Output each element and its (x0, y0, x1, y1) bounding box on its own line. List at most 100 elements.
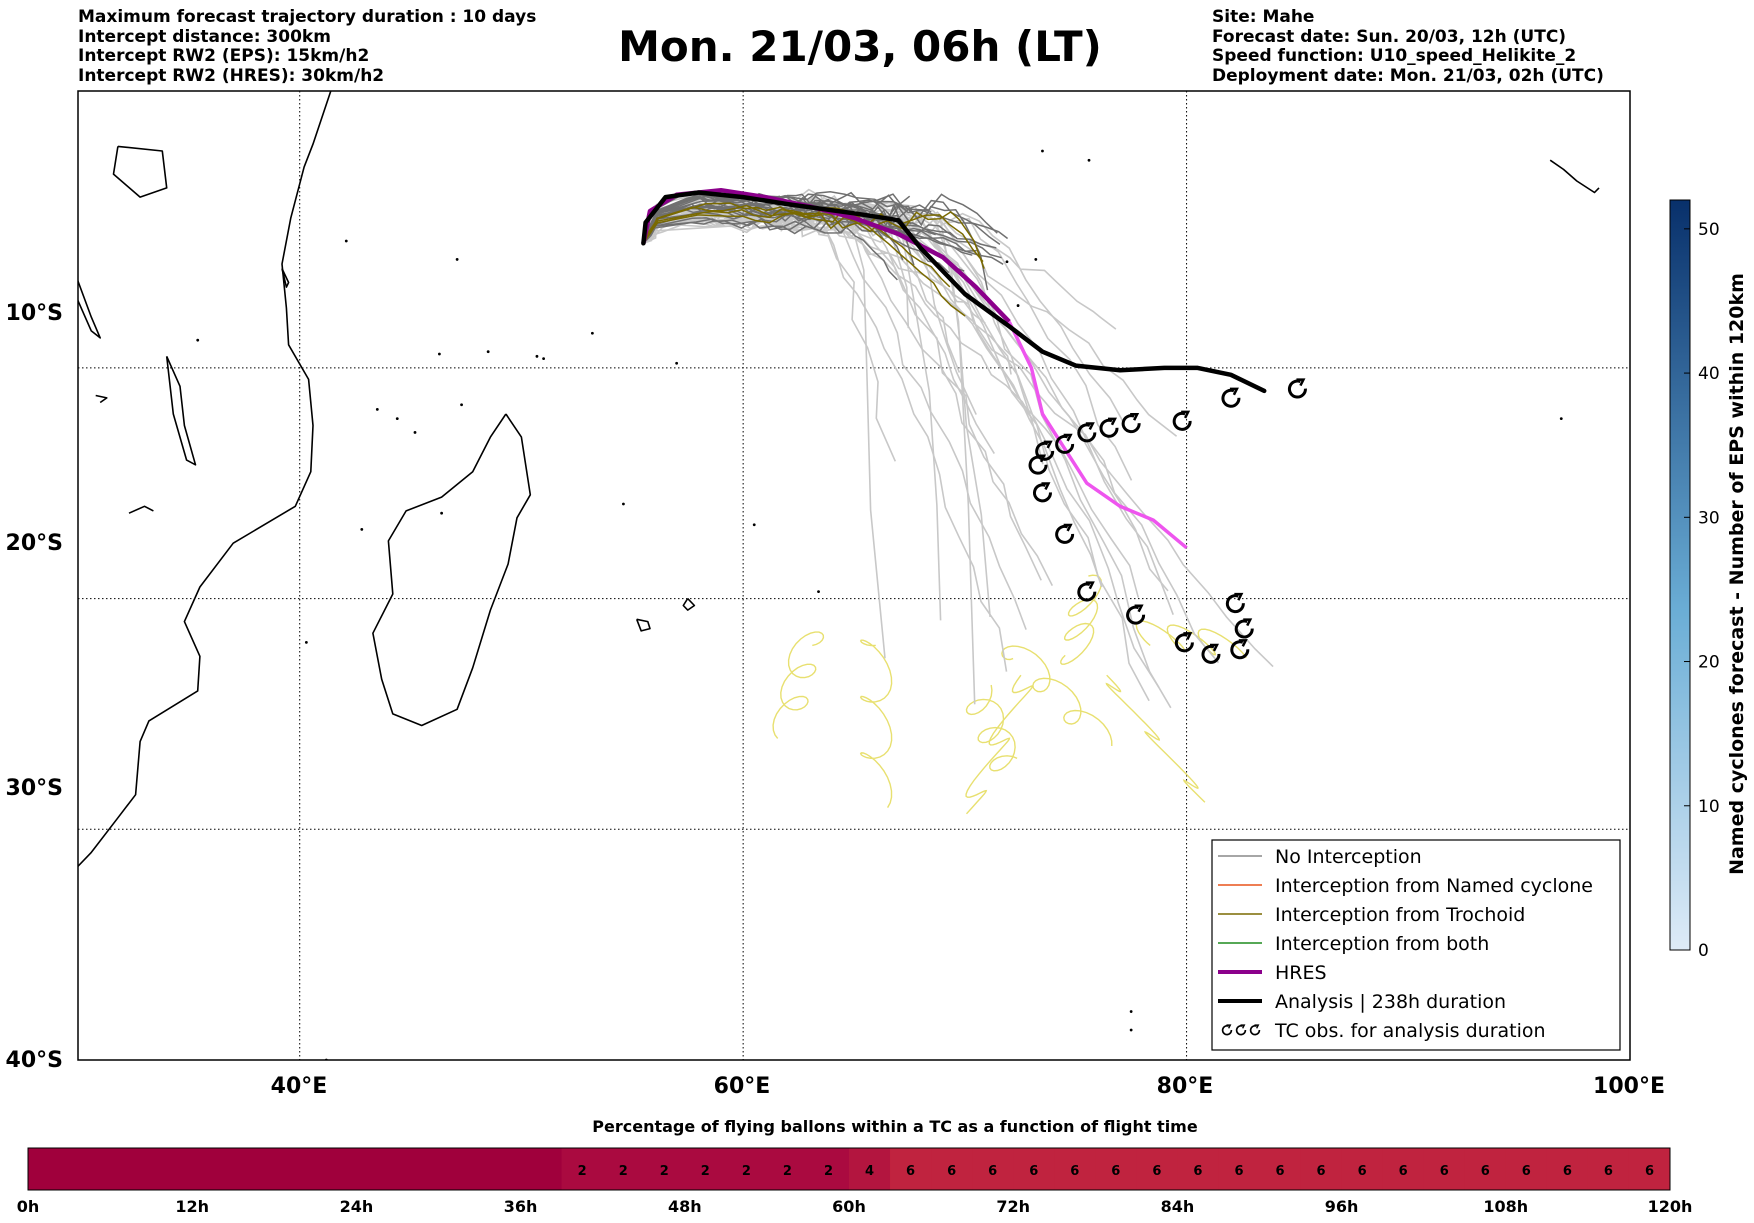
percentage-value: 6 (1604, 1164, 1613, 1179)
trochoid-trajectory (642, 204, 966, 317)
island-marker (535, 354, 539, 358)
lon-label: 80°E (1157, 1074, 1214, 1099)
percentage-value: 6 (947, 1164, 956, 1179)
cyclone-icon (1249, 1024, 1261, 1036)
island-marker (437, 352, 441, 356)
cyclone-icon (1028, 454, 1048, 475)
cyclone-arc (1221, 1025, 1233, 1036)
island-marker (304, 641, 308, 644)
percentage-value: 6 (1070, 1164, 1079, 1179)
colorbar-gradient (1669, 199, 1691, 951)
lake-outline (95, 394, 108, 404)
speed-function-text: Speed function: U10_speed_Helikite_2 (1212, 46, 1577, 66)
mauritius-coastline (682, 598, 696, 611)
percentage-segment (890, 1148, 932, 1190)
legend-label: Interception from Named cyclone (1275, 875, 1593, 897)
cyclone-icon (1121, 412, 1141, 434)
percentage-value: 6 (1111, 1164, 1120, 1179)
time-tick-label: 48h (668, 1197, 702, 1216)
ensemble-trajectories (642, 188, 1274, 709)
colorbar-tick-label: 40 (1698, 364, 1720, 384)
intercept-eps-text: Intercept RW2 (EPS): 15km/h2 (78, 46, 370, 66)
percentage-segment (1505, 1148, 1548, 1190)
cyclone-arc (1174, 633, 1194, 653)
cyclone-hook (1209, 643, 1219, 652)
island-marker (360, 527, 364, 531)
cyclone-icon (1234, 618, 1254, 639)
island-marker (486, 350, 490, 354)
legend-label: HRES (1275, 962, 1327, 984)
lat-label: 40°S (6, 1048, 63, 1073)
reunion-coastline (635, 618, 651, 632)
lat-label: 10°S (6, 301, 63, 326)
island-marker (375, 407, 379, 411)
island-marker (395, 417, 399, 421)
percentage-value: 6 (1522, 1164, 1531, 1179)
percentage-segment (1013, 1148, 1055, 1190)
cyclone-icon (1077, 581, 1097, 602)
longitude-labels: 40°E 60°E 80°E 100°E (271, 1074, 1665, 1099)
cyclone-hook (1063, 433, 1073, 442)
percentage-segment (1382, 1148, 1425, 1190)
percentage-segment (1587, 1148, 1630, 1190)
percentage-value: 6 (1358, 1164, 1367, 1179)
max-duration-text: Maximum forecast trajectory duration : 1… (78, 7, 537, 27)
cyclone-hook (1226, 1024, 1232, 1029)
percentage-segment (684, 1148, 727, 1190)
percentage-segment (972, 1148, 1014, 1190)
cyclone-icon (1172, 410, 1192, 431)
trochoid-trajectory (642, 209, 985, 269)
cyclone-arc (1126, 605, 1146, 625)
latitude-labels: 10°S 20°S 30°S 40°S (6, 301, 63, 1073)
island-marker (196, 338, 200, 342)
cyclone-hook (1130, 412, 1140, 421)
cyclone-icon (1221, 1024, 1233, 1036)
percentage-value: 6 (1029, 1164, 1038, 1179)
island-marker (440, 511, 444, 515)
percentage-value: 6 (1193, 1164, 1202, 1179)
cyclone-hook (1085, 422, 1095, 431)
yellow-looping-track (1135, 620, 1247, 659)
percentage-bar-frame (27, 1147, 1671, 1191)
sumatra-coastline (1549, 159, 1600, 194)
colorbar-tick-label: 30 (1698, 508, 1720, 528)
yellow-looping-track (772, 631, 825, 739)
island-marker (1034, 258, 1038, 261)
analysis-line (641, 190, 1267, 394)
cyclone-arc (1032, 483, 1052, 503)
time-tick-label: 24h (340, 1197, 374, 1216)
cyclone-arc (1235, 1025, 1247, 1036)
percentage-value: 4 (865, 1164, 874, 1179)
time-tick-label: 120h (1648, 1197, 1693, 1216)
cyclone-hook (1238, 639, 1248, 647)
cyclone-icon (1225, 592, 1245, 614)
island-marker (1559, 417, 1563, 421)
percentage-value: 2 (742, 1164, 751, 1179)
yellow-looping-track (859, 639, 893, 808)
lon-label: 100°E (1593, 1074, 1665, 1099)
yellow-looping-track (1105, 674, 1206, 803)
yellow-looping-track (1060, 574, 1103, 665)
cyclone-icon (1126, 604, 1146, 625)
legend-label: Interception from both (1275, 933, 1489, 955)
percentage-value: 6 (1152, 1164, 1161, 1179)
lon-label: 60°E (714, 1074, 771, 1099)
percentage-value: 2 (701, 1164, 710, 1179)
colorbar-tick-label: 50 (1698, 220, 1720, 240)
island-marker (1005, 260, 1009, 264)
cyclone-hook (1296, 378, 1306, 387)
time-tick-label: 72h (996, 1197, 1030, 1216)
forecast-date-text: Forecast date: Sun. 20/03, 12h (UTC) (1212, 26, 1567, 47)
cyclone-hook (1134, 604, 1144, 613)
percentage-segment (1259, 1148, 1302, 1190)
island-marker (1129, 1010, 1133, 1013)
cyclone-hook (1037, 454, 1047, 463)
cyclone-arc (1249, 1025, 1261, 1036)
colorbar-tick-label: 20 (1698, 653, 1720, 673)
cyclone-hook (1063, 523, 1073, 532)
cyclone-arc (1287, 379, 1307, 399)
percentage-segment (931, 1148, 973, 1190)
cyclone-arc (1234, 619, 1254, 639)
cyclone-arc (1055, 524, 1075, 544)
